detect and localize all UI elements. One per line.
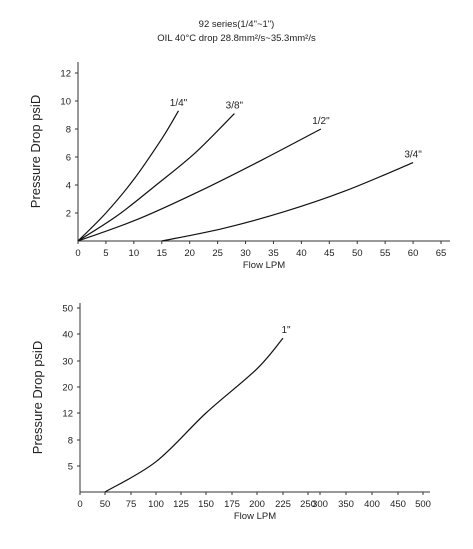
y-tick-label: 10: [60, 97, 71, 108]
x-tick-label: 45: [324, 248, 335, 259]
y-tick-label: 2: [66, 209, 71, 220]
x-axis-title: Flow LPM: [234, 511, 276, 522]
x-tick-label: 200: [249, 499, 265, 510]
x-tick-label: 55: [380, 248, 391, 259]
y-tick-label: 5: [68, 462, 73, 473]
series-line: [77, 113, 235, 242]
x-tick-label: 50: [352, 248, 363, 259]
x-tick-label: 75: [126, 499, 137, 510]
x-tick-label: 0: [77, 499, 82, 510]
y-tick-label: 6: [66, 153, 71, 164]
x-tick-label: 350: [338, 499, 354, 510]
x-tick-label: 225: [275, 499, 291, 510]
x-tick-label: 300: [312, 499, 328, 510]
x-tick-label: 35: [268, 248, 279, 259]
y-tick-label: 20: [62, 383, 73, 394]
y-tick-label: 4: [66, 181, 71, 192]
x-tick-label: 65: [436, 248, 447, 259]
series-label: 1/4": [170, 98, 188, 109]
series-line: [77, 128, 322, 242]
y-axis-title: Pressure Drop psiD: [30, 341, 45, 454]
y-tick-label: 12: [60, 69, 71, 80]
series-line: [161, 162, 414, 242]
x-tick-label: 150: [198, 499, 214, 510]
x-tick-label: 175: [224, 499, 240, 510]
x-tick-label: 40: [296, 248, 307, 259]
series-label: 1/2": [312, 116, 330, 127]
series-label: 3/4": [404, 150, 422, 161]
chart-subtitle: OIL 40°C drop 28.8mm²/s~35.3mm²/s: [157, 33, 316, 44]
x-tick-label: 50: [100, 499, 111, 510]
x-tick-label: 250: [300, 499, 316, 510]
y-tick-label: 12: [62, 409, 73, 420]
y-tick-label: 30: [62, 357, 73, 368]
series-label: 1": [281, 325, 291, 336]
y-tick-label: 8: [66, 125, 71, 136]
y-axis-title: Pressure Drop psiD: [28, 95, 43, 208]
x-tick-label: 0: [75, 248, 80, 259]
series-label: 3/8": [226, 101, 244, 112]
x-tick-label: 25: [212, 248, 223, 259]
x-tick-label: 5: [103, 248, 108, 259]
x-tick-label: 30: [240, 248, 251, 259]
x-tick-label: 60: [408, 248, 419, 259]
x-axis-title: Flow LPM: [243, 260, 285, 271]
y-tick-label: 50: [62, 304, 73, 315]
x-tick-label: 15: [156, 248, 167, 259]
x-tick-label: 10: [129, 248, 140, 259]
x-tick-label: 500: [415, 499, 431, 510]
x-tick-label: 100: [148, 499, 164, 510]
x-tick-label: 400: [364, 499, 380, 510]
x-tick-label: 20: [184, 248, 195, 259]
y-tick-label: 8: [68, 436, 73, 447]
x-tick-label: 125: [173, 499, 189, 510]
series-line: [104, 337, 284, 493]
series-line: [77, 110, 180, 242]
x-tick-label: 450: [390, 499, 406, 510]
y-tick-label: 40: [62, 330, 73, 341]
chart-title: 92 series(1/4"~1"): [198, 19, 275, 30]
